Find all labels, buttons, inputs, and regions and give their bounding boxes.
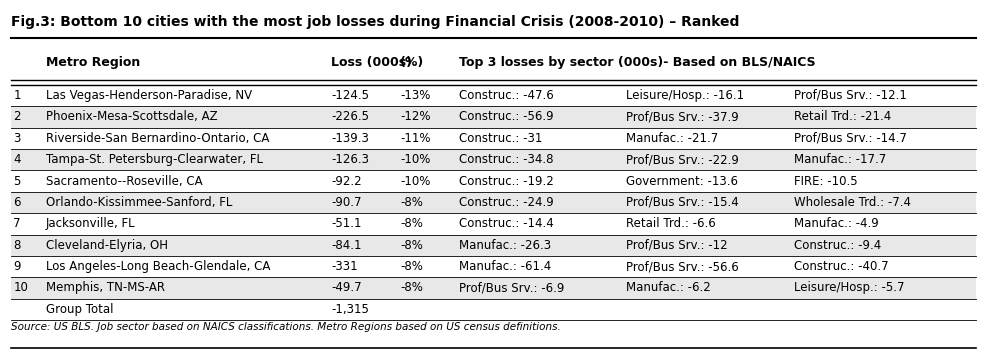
Text: Leisure/Hosp.: -5.7: Leisure/Hosp.: -5.7	[793, 281, 903, 294]
Text: Sacramento--Roseville, CA: Sacramento--Roseville, CA	[45, 174, 202, 187]
Text: Construc.: -34.8: Construc.: -34.8	[458, 153, 553, 166]
Text: Riverside-San Bernardino-Ontario, CA: Riverside-San Bernardino-Ontario, CA	[45, 132, 269, 145]
Text: 5: 5	[13, 174, 21, 187]
Text: Prof/Bus Srv.: -15.4: Prof/Bus Srv.: -15.4	[626, 196, 739, 209]
Text: -1,315: -1,315	[330, 303, 369, 316]
Text: Construc.: -19.2: Construc.: -19.2	[458, 174, 553, 187]
Text: Construc.: -14.4: Construc.: -14.4	[458, 217, 553, 230]
Text: Los Angeles-Long Beach-Glendale, CA: Los Angeles-Long Beach-Glendale, CA	[45, 260, 270, 273]
Text: Construc.: -24.9: Construc.: -24.9	[458, 196, 553, 209]
Text: Jacksonville, FL: Jacksonville, FL	[45, 217, 135, 230]
FancyBboxPatch shape	[11, 106, 975, 127]
Text: Source: US BLS. Job sector based on NAICS classifications. Metro Regions based o: Source: US BLS. Job sector based on NAIC…	[11, 322, 560, 332]
Text: -8%: -8%	[399, 281, 422, 294]
Text: Group Total: Group Total	[45, 303, 113, 316]
Text: -331: -331	[330, 260, 357, 273]
Text: Construc.: -40.7: Construc.: -40.7	[793, 260, 887, 273]
Text: 8: 8	[13, 239, 21, 252]
Text: Loss (000s): Loss (000s)	[330, 56, 412, 69]
FancyBboxPatch shape	[11, 192, 975, 213]
Text: 1: 1	[13, 89, 21, 102]
Text: Prof/Bus Srv.: -14.7: Prof/Bus Srv.: -14.7	[793, 132, 906, 145]
Text: Construc.: -47.6: Construc.: -47.6	[458, 89, 553, 102]
Text: Construc.: -31: Construc.: -31	[458, 132, 542, 145]
Text: Manufac.: -6.2: Manufac.: -6.2	[626, 281, 710, 294]
Text: -8%: -8%	[399, 239, 422, 252]
Text: Memphis, TN-MS-AR: Memphis, TN-MS-AR	[45, 281, 165, 294]
Text: Manufac.: -21.7: Manufac.: -21.7	[626, 132, 718, 145]
Text: 3: 3	[13, 132, 21, 145]
Text: 9: 9	[13, 260, 21, 273]
Text: -10%: -10%	[399, 174, 430, 187]
Text: Prof/Bus Srv.: -56.6: Prof/Bus Srv.: -56.6	[626, 260, 739, 273]
Text: Tampa-St. Petersburg-Clearwater, FL: Tampa-St. Petersburg-Clearwater, FL	[45, 153, 262, 166]
Text: -139.3: -139.3	[330, 132, 369, 145]
Text: -51.1: -51.1	[330, 217, 361, 230]
Text: Prof/Bus Srv.: -6.9: Prof/Bus Srv.: -6.9	[458, 281, 564, 294]
Text: Metro Region: Metro Region	[45, 56, 140, 69]
FancyBboxPatch shape	[11, 149, 975, 170]
FancyBboxPatch shape	[11, 234, 975, 256]
Text: 10: 10	[13, 281, 28, 294]
Text: 6: 6	[13, 196, 21, 209]
Text: Top 3 losses by sector (000s)- Based on BLS/NAICS: Top 3 losses by sector (000s)- Based on …	[458, 56, 814, 69]
Text: Retail Trd.: -21.4: Retail Trd.: -21.4	[793, 110, 890, 123]
Text: -126.3: -126.3	[330, 153, 369, 166]
FancyBboxPatch shape	[11, 277, 975, 299]
Text: -226.5: -226.5	[330, 110, 369, 123]
Text: FIRE: -10.5: FIRE: -10.5	[793, 174, 857, 187]
Text: Construc.: -9.4: Construc.: -9.4	[793, 239, 880, 252]
Text: (%): (%)	[399, 56, 424, 69]
Text: Orlando-Kissimmee-Sanford, FL: Orlando-Kissimmee-Sanford, FL	[45, 196, 232, 209]
Text: -8%: -8%	[399, 260, 422, 273]
Text: Retail Trd.: -6.6: Retail Trd.: -6.6	[626, 217, 716, 230]
Text: -8%: -8%	[399, 217, 422, 230]
Text: -12%: -12%	[399, 110, 430, 123]
Text: Prof/Bus Srv.: -12: Prof/Bus Srv.: -12	[626, 239, 728, 252]
Text: -92.2: -92.2	[330, 174, 361, 187]
Text: -124.5: -124.5	[330, 89, 369, 102]
Text: -49.7: -49.7	[330, 281, 361, 294]
Text: Government: -13.6: Government: -13.6	[626, 174, 738, 187]
Text: Construc.: -56.9: Construc.: -56.9	[458, 110, 553, 123]
Text: Leisure/Hosp.: -16.1: Leisure/Hosp.: -16.1	[626, 89, 743, 102]
Text: -11%: -11%	[399, 132, 430, 145]
Text: Prof/Bus Srv.: -37.9: Prof/Bus Srv.: -37.9	[626, 110, 739, 123]
Text: Phoenix-Mesa-Scottsdale, AZ: Phoenix-Mesa-Scottsdale, AZ	[45, 110, 217, 123]
Text: Fig.3: Bottom 10 cities with the most job losses during Financial Crisis (2008-2: Fig.3: Bottom 10 cities with the most jo…	[11, 16, 739, 29]
Text: -13%: -13%	[399, 89, 430, 102]
Text: Manufac.: -17.7: Manufac.: -17.7	[793, 153, 885, 166]
Text: -8%: -8%	[399, 196, 422, 209]
Text: -10%: -10%	[399, 153, 430, 166]
Text: -90.7: -90.7	[330, 196, 361, 209]
Text: Las Vegas-Henderson-Paradise, NV: Las Vegas-Henderson-Paradise, NV	[45, 89, 251, 102]
Text: Manufac.: -61.4: Manufac.: -61.4	[458, 260, 551, 273]
Text: 4: 4	[13, 153, 21, 166]
Text: Prof/Bus Srv.: -12.1: Prof/Bus Srv.: -12.1	[793, 89, 906, 102]
Text: Wholesale Trd.: -7.4: Wholesale Trd.: -7.4	[793, 196, 910, 209]
Text: Cleveland-Elyria, OH: Cleveland-Elyria, OH	[45, 239, 168, 252]
Text: 7: 7	[13, 217, 21, 230]
Text: 2: 2	[13, 110, 21, 123]
Text: Manufac.: -26.3: Manufac.: -26.3	[458, 239, 550, 252]
Text: -84.1: -84.1	[330, 239, 361, 252]
Text: Prof/Bus Srv.: -22.9: Prof/Bus Srv.: -22.9	[626, 153, 739, 166]
Text: Manufac.: -4.9: Manufac.: -4.9	[793, 217, 878, 230]
